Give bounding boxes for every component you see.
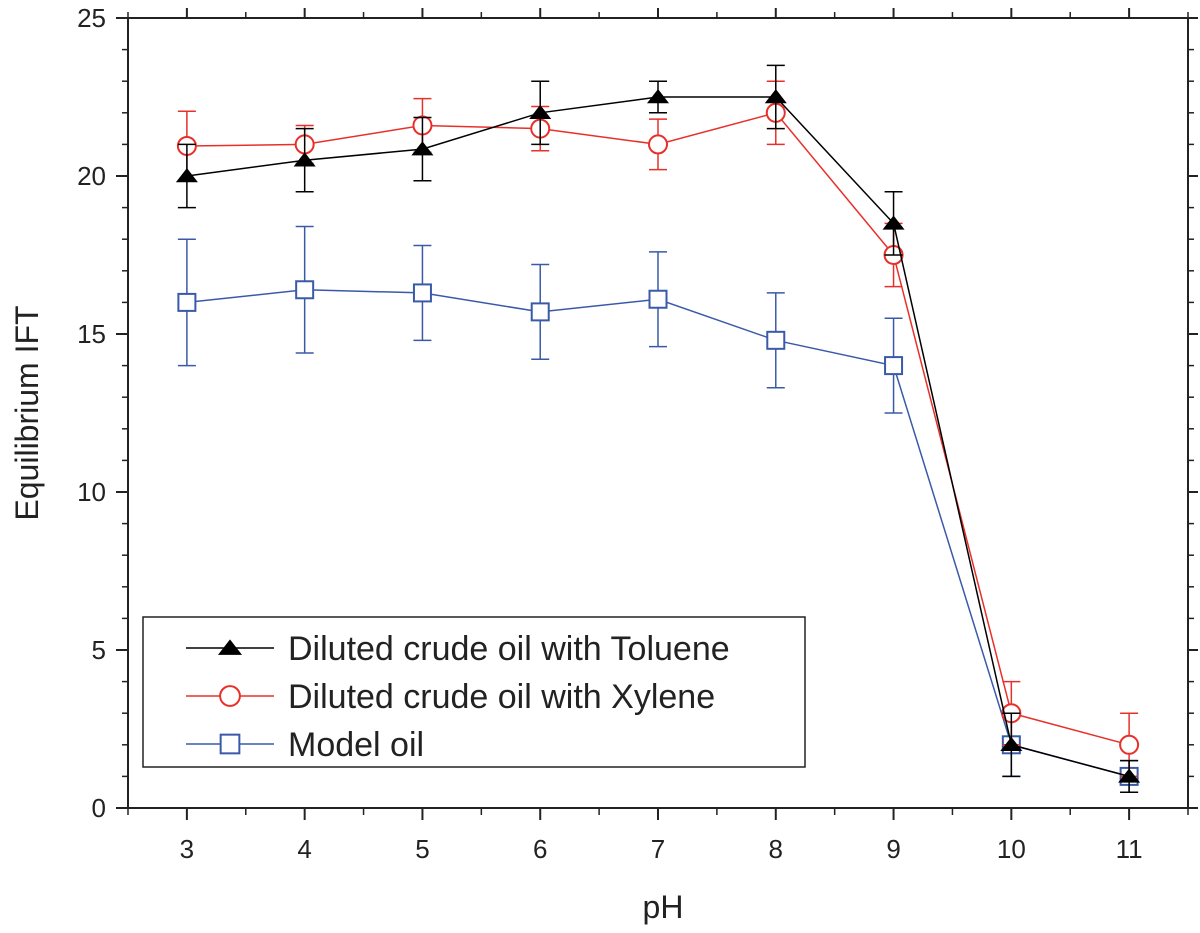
x-tick-label: 11 bbox=[1116, 834, 1143, 864]
legend-label: Diluted crude oil with Xylene bbox=[288, 678, 715, 716]
data-series bbox=[175, 64, 1141, 793]
legend-label: Model oil bbox=[288, 726, 424, 764]
x-tick-label: 8 bbox=[769, 834, 783, 864]
data-point bbox=[530, 302, 550, 322]
legend-label: Diluted crude oil with Toluene bbox=[288, 630, 730, 668]
data-point bbox=[648, 289, 668, 309]
y-tick-label: 10 bbox=[77, 477, 106, 507]
y-tick-label: 15 bbox=[77, 319, 106, 349]
data-point bbox=[882, 215, 905, 230]
legend-marker bbox=[217, 639, 243, 655]
axes: 3 4 5 6 7 8 9 10 11 0 5 10 15 20 25 bbox=[77, 3, 1198, 864]
x-tick-label: 5 bbox=[415, 834, 429, 864]
data-point bbox=[1118, 768, 1141, 783]
x-tick-label: 4 bbox=[297, 834, 311, 864]
legend-box bbox=[142, 616, 806, 768]
data-point bbox=[648, 134, 668, 155]
data-point bbox=[293, 152, 316, 167]
x-tick-label: 6 bbox=[533, 834, 547, 864]
data-point bbox=[1119, 734, 1140, 755]
legend-marker bbox=[219, 685, 241, 707]
data-point bbox=[412, 283, 432, 303]
y-axis-title: Equilibrium IFT bbox=[9, 305, 45, 520]
data-point bbox=[177, 292, 197, 312]
data-point bbox=[529, 104, 552, 120]
y-tick-label: 0 bbox=[92, 793, 106, 823]
x-axis-title: pH bbox=[643, 889, 684, 925]
data-point bbox=[295, 280, 315, 300]
legend-marker bbox=[219, 733, 241, 755]
y-tick-label: 25 bbox=[77, 3, 106, 33]
x-tick-label: 7 bbox=[651, 834, 665, 864]
series-0 bbox=[175, 64, 1141, 793]
data-point bbox=[411, 141, 434, 156]
x-tick-label: 3 bbox=[180, 834, 194, 864]
y-tick-label: 20 bbox=[77, 161, 106, 191]
legend: Diluted crude oil with Toluene Diluted cr… bbox=[142, 616, 806, 768]
data-point bbox=[764, 89, 787, 104]
data-point bbox=[766, 330, 786, 350]
data-point bbox=[175, 168, 198, 183]
data-point bbox=[884, 356, 904, 376]
data-point bbox=[1000, 736, 1023, 752]
x-tick-label: 9 bbox=[886, 834, 900, 864]
data-point bbox=[646, 89, 670, 104]
x-tick-label: 10 bbox=[997, 834, 1026, 864]
y-tick-label: 5 bbox=[92, 635, 106, 665]
